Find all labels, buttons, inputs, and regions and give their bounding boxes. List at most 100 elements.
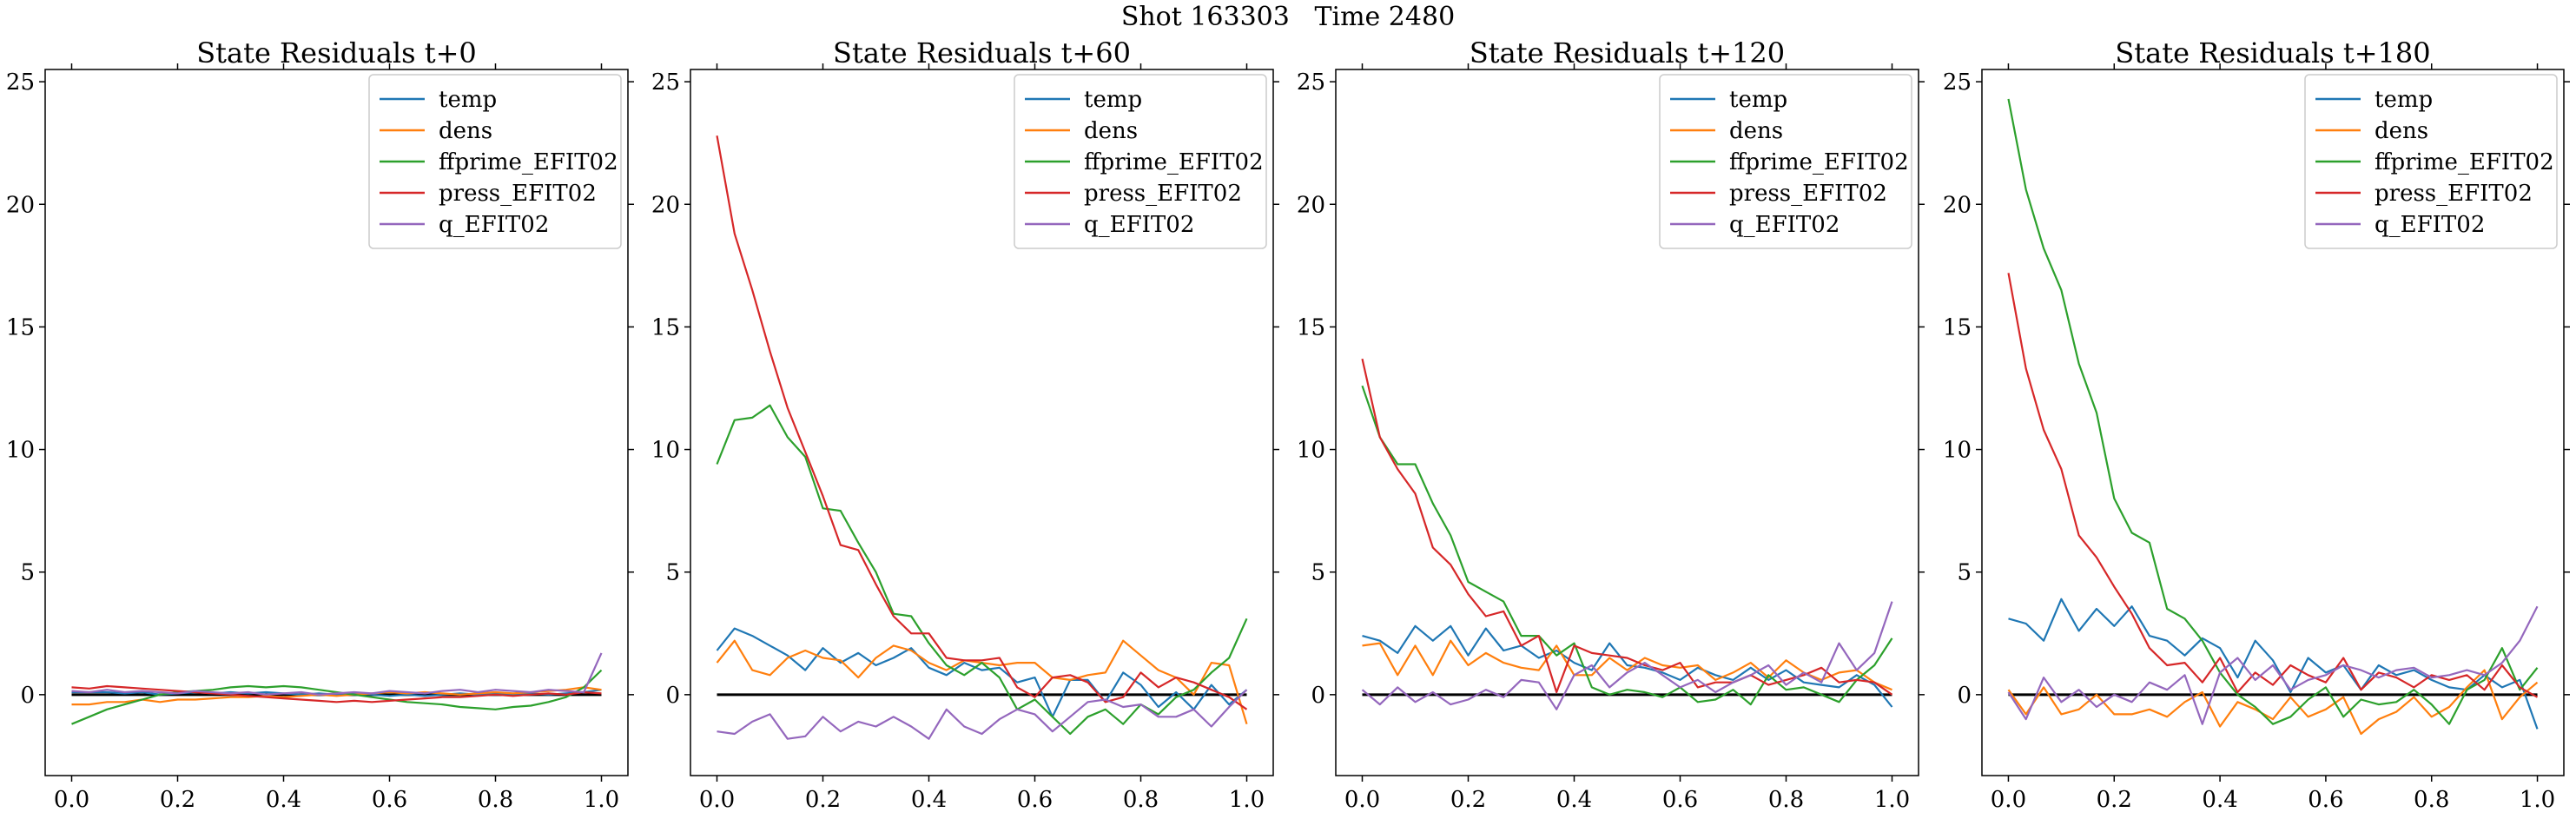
legend-label-q-efit02: q_EFIT02 bbox=[1729, 212, 1840, 238]
x-tick-label: 0.2 bbox=[160, 787, 195, 813]
subplot-title: State Residuals t+0 bbox=[196, 36, 477, 69]
x-tick-label: 0.4 bbox=[1556, 787, 1592, 813]
series-line-temp bbox=[716, 627, 1248, 718]
legend: temp dens ffprime_EFIT02 press_EFIT02 q_EFIT… bbox=[1659, 74, 1912, 249]
series-line-press-efit02 bbox=[2007, 273, 2539, 698]
x-tick-label: 0.2 bbox=[805, 787, 841, 813]
legend-box bbox=[2304, 74, 2558, 249]
y-tick-label: 15 bbox=[1297, 314, 1325, 340]
x-tick-label: 0.6 bbox=[1662, 787, 1698, 813]
legend-label-q-efit02: q_EFIT02 bbox=[1084, 212, 1194, 238]
y-tick-label: 0 bbox=[665, 683, 680, 709]
subplot-t60: State Residuals t+60 0.0 0.2 0.4 0.6 0.8 1.0 0 5… bbox=[651, 36, 1279, 813]
legend-label-ffprime-efit02: ffprime_EFIT02 bbox=[1084, 149, 1264, 175]
x-tick-label: 0.2 bbox=[1450, 787, 1486, 813]
y-tick-label: 20 bbox=[1943, 192, 1972, 218]
x-tick-label: 0.8 bbox=[2414, 787, 2449, 813]
y-tick-label: 10 bbox=[6, 438, 35, 464]
y-tick-label: 10 bbox=[1297, 438, 1325, 464]
y-tick-label: 20 bbox=[651, 192, 680, 218]
series-line-q-efit02 bbox=[71, 652, 603, 696]
x-tick-label: 0.6 bbox=[372, 787, 407, 813]
legend-label-ffprime-efit02: ffprime_EFIT02 bbox=[1729, 149, 1909, 175]
x-tick-label: 0.8 bbox=[478, 787, 513, 813]
legend-label-q-efit02: q_EFIT02 bbox=[2375, 212, 2485, 238]
x-tick-label: 0.6 bbox=[1017, 787, 1053, 813]
x-tick-label: 0.0 bbox=[1991, 787, 2026, 813]
series-line-temp bbox=[1362, 624, 1893, 708]
x-tick-label: 0.0 bbox=[1344, 787, 1380, 813]
legend-box bbox=[1014, 74, 1267, 249]
legend-box bbox=[1659, 74, 1912, 249]
legend-label-ffprime-efit02: ffprime_EFIT02 bbox=[439, 149, 618, 175]
x-tick-label: 0.8 bbox=[1123, 787, 1159, 813]
subplot-title: State Residuals t+60 bbox=[833, 36, 1131, 69]
series-line-press-efit02 bbox=[71, 684, 602, 703]
y-tick-label: 5 bbox=[1311, 560, 1325, 586]
y-tick-label: 15 bbox=[651, 314, 680, 340]
x-tick-label: 0.0 bbox=[699, 787, 735, 813]
legend-label-temp: temp bbox=[439, 87, 497, 113]
legend-label-dens: dens bbox=[1729, 118, 1783, 144]
y-tick-label: 10 bbox=[651, 438, 680, 464]
legend: temp dens ffprime_EFIT02 press_EFIT02 q_EFIT… bbox=[368, 74, 622, 249]
y-tick-label: 15 bbox=[1943, 314, 1972, 340]
series-line-press-efit02 bbox=[716, 135, 1248, 710]
subplot-title: State Residuals t+120 bbox=[1470, 36, 1785, 69]
series-line-ffprime-efit02 bbox=[2007, 98, 2539, 725]
y-tick-label: 10 bbox=[1943, 438, 1972, 464]
x-tick-label: 0.4 bbox=[266, 787, 301, 813]
x-tick-label: 0.2 bbox=[2097, 787, 2132, 813]
figure-title: Shot 163303 Time 2480 bbox=[1120, 2, 1456, 32]
y-tick-label: 20 bbox=[6, 192, 35, 218]
y-tick-label: 5 bbox=[665, 560, 680, 586]
y-tick-label: 0 bbox=[20, 683, 35, 709]
series-line-dens bbox=[71, 686, 602, 706]
axes-frame bbox=[1981, 69, 2565, 776]
x-tick-label: 0.8 bbox=[1768, 787, 1804, 813]
legend-label-q-efit02: q_EFIT02 bbox=[439, 212, 549, 238]
y-tick-label: 15 bbox=[6, 314, 35, 340]
y-tick-label: 25 bbox=[651, 69, 680, 96]
y-tick-label: 5 bbox=[1957, 560, 1972, 586]
series-line-press-efit02 bbox=[1361, 358, 1893, 696]
subplot-t0: State Residuals t+0 0.0 0.2 0.4 0.6 0.8 1.0 0 5 1… bbox=[6, 36, 634, 813]
series-line-q-efit02 bbox=[2007, 605, 2539, 725]
series-line-ffprime-efit02 bbox=[1361, 385, 1893, 706]
legend-label-press-efit02: press_EFIT02 bbox=[1729, 181, 1887, 207]
series-line-temp bbox=[2008, 598, 2539, 730]
series-line-ffprime-efit02 bbox=[71, 669, 603, 725]
x-tick-label: 0.6 bbox=[2308, 787, 2343, 813]
subplot-title: State Residuals t+180 bbox=[2115, 36, 2430, 69]
x-tick-label: 0.4 bbox=[911, 787, 947, 813]
legend-label-press-efit02: press_EFIT02 bbox=[1084, 181, 1242, 207]
legend: temp dens ffprime_EFIT02 press_EFIT02 q_EFIT… bbox=[1014, 74, 1267, 249]
axes-frame bbox=[44, 69, 629, 776]
series-line-ffprime-efit02 bbox=[716, 404, 1248, 736]
y-tick-label: 5 bbox=[20, 560, 35, 586]
legend-label-dens: dens bbox=[2375, 118, 2428, 144]
legend: temp dens ffprime_EFIT02 press_EFIT02 q_EFIT… bbox=[2304, 74, 2558, 249]
series-line-q-efit02 bbox=[1361, 601, 1893, 710]
legend-box bbox=[368, 74, 622, 249]
series-line-q-efit02 bbox=[717, 689, 1248, 740]
legend-label-ffprime-efit02: ffprime_EFIT02 bbox=[2375, 149, 2554, 175]
legend-label-temp: temp bbox=[1084, 87, 1142, 113]
x-tick-label: 1.0 bbox=[1874, 787, 1910, 813]
y-tick-label: 25 bbox=[6, 69, 35, 96]
legend-label-dens: dens bbox=[1084, 118, 1138, 144]
y-tick-label: 25 bbox=[1943, 69, 1972, 96]
legend-label-dens: dens bbox=[439, 118, 492, 144]
y-tick-label: 20 bbox=[1297, 192, 1325, 218]
legend-label-press-efit02: press_EFIT02 bbox=[2375, 181, 2533, 207]
subplot-t180: State Residuals t+180 0.0 0.2 0.4 0.6 0.8 1.0 0… bbox=[1943, 36, 2570, 813]
x-tick-label: 1.0 bbox=[1229, 787, 1265, 813]
x-tick-label: 1.0 bbox=[2520, 787, 2555, 813]
axes-frame bbox=[1335, 69, 1919, 776]
subplot-t120: State Residuals t+120 0.0 0.2 0.4 0.6 0.8 1.0 0… bbox=[1297, 36, 1925, 813]
legend-label-temp: temp bbox=[1729, 87, 1787, 113]
y-tick-label: 0 bbox=[1957, 683, 1972, 709]
x-tick-label: 0.0 bbox=[54, 787, 89, 813]
axes-frame bbox=[690, 69, 1274, 776]
